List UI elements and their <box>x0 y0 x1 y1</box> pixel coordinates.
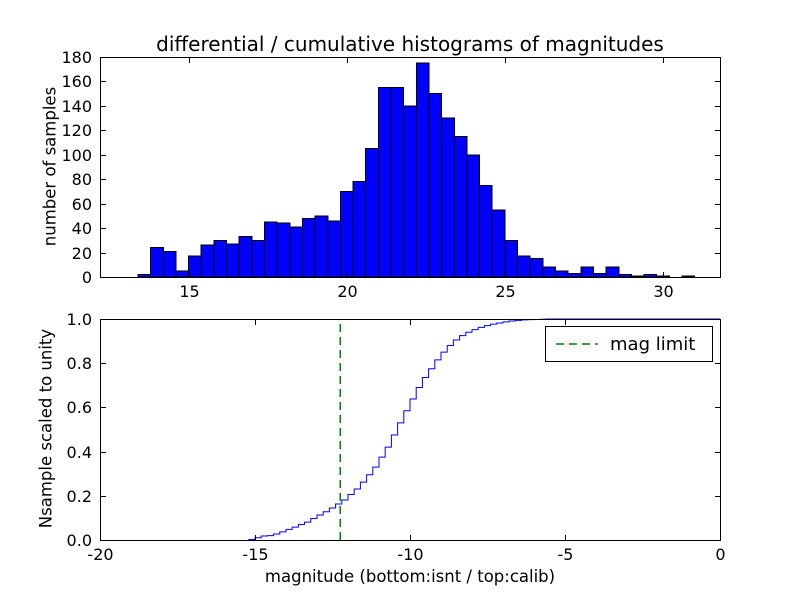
y-tick-label: 1.0 <box>67 310 92 329</box>
histogram-bar <box>301 217 316 278</box>
chart-title: differential / cumulative histograms of … <box>156 32 664 56</box>
histogram-bar <box>263 221 278 278</box>
histogram-bars <box>137 62 696 278</box>
y-tick-label: 0.2 <box>67 487 92 506</box>
y-tick-label: 0.8 <box>67 354 92 373</box>
y-tick-label: 180 <box>61 48 92 67</box>
y-tick-label: 60 <box>72 195 92 214</box>
histogram-bar <box>517 255 531 278</box>
histogram-bar <box>529 258 544 278</box>
y-tick-label: 140 <box>61 97 92 116</box>
histogram-bar <box>504 239 519 278</box>
histogram-bar <box>580 266 594 278</box>
histogram-bar <box>567 272 582 278</box>
tick-marks <box>100 319 721 541</box>
histogram-bar <box>555 270 569 278</box>
y-tick-label: 100 <box>61 146 92 165</box>
histogram-bar <box>226 243 240 278</box>
x-tick-label: -5 <box>558 545 574 564</box>
histogram-bar <box>238 236 253 278</box>
axes-frame <box>100 319 721 541</box>
y-tick-label: 160 <box>61 72 92 91</box>
histogram-bar <box>605 266 620 278</box>
histogram-bar <box>441 117 455 278</box>
histogram-bar <box>681 275 696 278</box>
y-tick-label: 80 <box>72 170 92 189</box>
x-tick-label: -10 <box>397 545 423 564</box>
histogram-bar <box>415 62 430 278</box>
histogram-bar <box>390 87 405 278</box>
histogram-bar <box>630 275 645 278</box>
differential-histogram-plot: 15 20 25 30 0 20 40 60 80 100 120 140 160 180 <box>61 48 721 301</box>
x-tick-label: 0 <box>715 545 725 564</box>
tick-labels: -20 -15 -10 -5 0 0.0 0.2 0.4 0.6 0.8 1.0 <box>67 310 726 564</box>
y-tick-label: 20 <box>72 244 92 263</box>
histogram-bar <box>365 148 379 278</box>
histogram-bar <box>352 181 367 278</box>
histogram-bar <box>479 184 493 278</box>
y-tick-label: 0.4 <box>67 443 92 462</box>
y-tick-label: 0 <box>82 268 92 287</box>
x-tick-label: 25 <box>495 282 515 301</box>
y-tick-label: 0.6 <box>67 398 92 417</box>
x-tick-label: 20 <box>337 282 357 301</box>
histogram-bar <box>327 220 341 278</box>
y-tick-label: 40 <box>72 219 92 238</box>
mag-limit-dashed-line-swatch <box>556 343 598 345</box>
histogram-bar <box>377 87 392 278</box>
histogram-bar <box>162 250 177 278</box>
y-tick-label: 120 <box>61 121 92 140</box>
top-y-axis-label: number of samples <box>40 86 60 247</box>
histogram-bar <box>428 93 443 278</box>
histogram-bar <box>643 274 658 278</box>
y-tick-label: 0.0 <box>67 531 92 550</box>
histogram-bar <box>314 215 329 278</box>
x-tick-label: -15 <box>242 545 268 564</box>
tick-marks <box>101 57 720 278</box>
histogram-bar <box>491 209 506 278</box>
legend-box: mag limit <box>545 326 713 362</box>
x-tick-label: 15 <box>179 282 199 301</box>
histogram-bar <box>175 270 190 278</box>
histogram-bar <box>592 272 607 278</box>
histogram-bar <box>339 190 354 278</box>
cumulative-step-line <box>248 318 720 541</box>
x-tick-label: 30 <box>653 282 673 301</box>
bottom-y-axis-label: Nsample scaled to unity <box>36 328 56 529</box>
histogram-bar <box>137 274 152 278</box>
histogram-bar <box>213 239 228 278</box>
histogram-bar <box>466 154 481 278</box>
histogram-bar <box>150 247 164 278</box>
histogram-bar <box>251 239 265 278</box>
cumulative-histogram-plot: -20 -15 -10 -5 0 0.0 0.2 0.4 0.6 0.8 1.0 <box>67 310 726 564</box>
histogram-bar <box>542 266 557 278</box>
axes-frame <box>100 57 721 278</box>
x-tick-label: -20 <box>87 545 113 564</box>
histogram-bar <box>618 274 632 278</box>
x-axis-label: magnitude (bottom:isnt / top:calib) <box>264 567 556 586</box>
histogram-bar <box>453 135 468 278</box>
histogram-bar <box>289 226 303 278</box>
histogram-bar <box>200 244 215 278</box>
legend-label: mag limit <box>610 333 696 355</box>
histogram-bar <box>188 255 202 278</box>
histogram-bar <box>403 105 417 278</box>
tick-labels: 15 20 25 30 0 20 40 60 80 100 120 140 160 180 <box>61 48 673 301</box>
histogram-bar <box>276 222 291 278</box>
